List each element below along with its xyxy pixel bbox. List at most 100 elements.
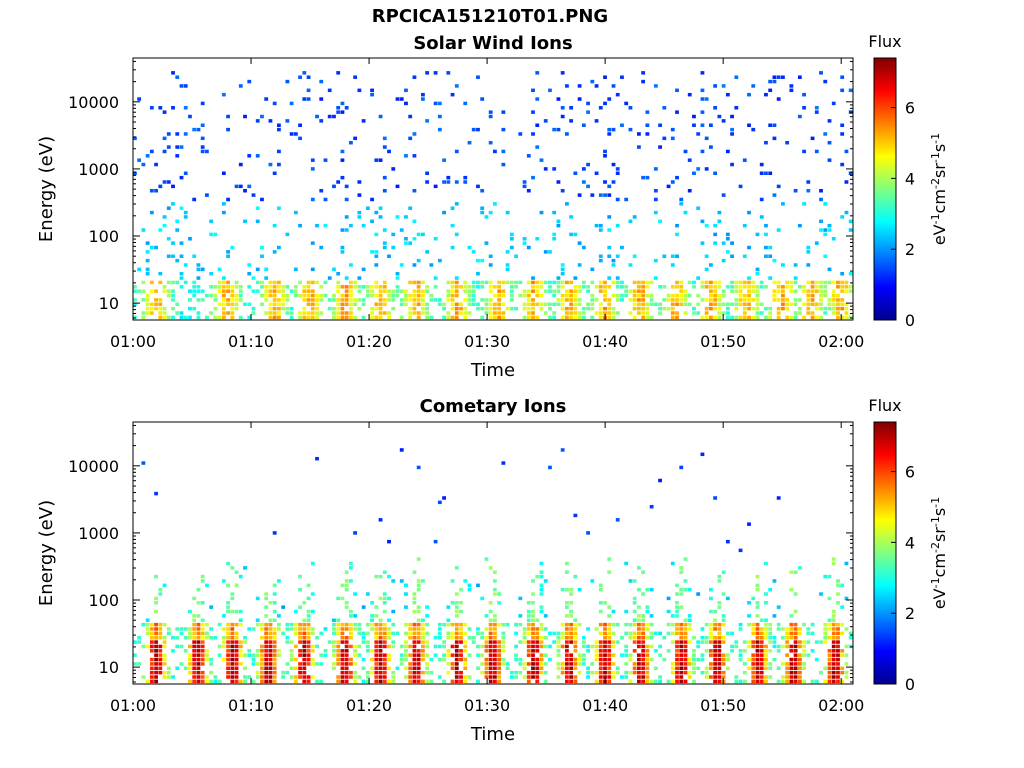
heatmap-cell <box>497 293 502 298</box>
heatmap-cell <box>700 653 705 657</box>
heatmap-cell <box>645 110 650 114</box>
heatmap-cell <box>831 289 836 293</box>
heatmap-cell <box>488 640 493 644</box>
heatmap-cell <box>840 315 845 320</box>
heatmap-cell <box>446 635 451 640</box>
heatmap-cell <box>154 649 158 653</box>
colorbar-tick-label: 6 <box>905 463 915 482</box>
heatmap-cell <box>260 254 264 258</box>
heatmap-cell <box>518 640 523 644</box>
heatmap-cell <box>188 679 192 684</box>
spectrogram-cells <box>133 71 853 320</box>
heatmap-cell <box>459 675 463 679</box>
heatmap-cell <box>814 241 819 245</box>
heatmap-cell <box>493 315 497 320</box>
heatmap-cell <box>488 653 493 657</box>
heatmap-cell <box>683 644 688 649</box>
heatmap-cell <box>353 653 358 657</box>
heatmap-cell <box>632 666 637 671</box>
heatmap-cell <box>772 293 777 298</box>
heatmap-cell <box>603 289 607 293</box>
heatmap-cell <box>493 644 497 649</box>
heatmap-cell <box>459 631 463 636</box>
heatmap-cell <box>781 679 785 684</box>
heatmap-cell <box>827 302 832 307</box>
heatmap-cell <box>171 635 175 640</box>
heatmap-cell <box>255 618 260 622</box>
heatmap-cell <box>806 627 811 631</box>
heatmap-cell <box>268 627 273 631</box>
heatmap-cell <box>509 306 514 311</box>
heatmap-cell <box>670 136 675 141</box>
heatmap-cell <box>535 675 540 679</box>
heatmap-cell <box>514 644 518 649</box>
heatmap-cell <box>620 293 624 298</box>
heatmap-cell <box>573 675 578 679</box>
heatmap-cell <box>565 614 569 618</box>
heatmap-cell <box>709 609 713 614</box>
heatmap-cell <box>624 561 629 566</box>
heatmap-cell <box>281 306 286 311</box>
heatmap-cell <box>412 280 417 285</box>
heatmap-cell <box>624 662 629 666</box>
heatmap-cell <box>459 587 463 592</box>
heatmap-cell <box>226 675 230 679</box>
heatmap-cell <box>238 662 243 666</box>
heatmap-cell <box>531 280 535 285</box>
heatmap-cell <box>539 653 544 657</box>
heatmap-cell <box>641 614 646 618</box>
heatmap-cell <box>721 311 726 315</box>
heatmap-cell <box>454 609 459 614</box>
heatmap-cell <box>764 631 768 636</box>
heatmap-cell <box>658 478 662 483</box>
heatmap-cell <box>484 627 489 631</box>
heatmap-cell <box>848 228 853 232</box>
heatmap-cell <box>768 254 773 258</box>
heatmap-cell <box>293 627 298 631</box>
heatmap-cell <box>836 653 840 657</box>
heatmap-cell <box>357 644 362 649</box>
heatmap-cell <box>446 71 451 75</box>
heatmap-cell <box>162 662 167 666</box>
heatmap-cell <box>340 635 345 640</box>
heatmap-cell <box>319 285 324 289</box>
heatmap-cell <box>488 622 493 627</box>
heatmap-cell <box>268 622 273 627</box>
heatmap-cell <box>408 675 413 679</box>
heatmap-cell <box>255 622 260 627</box>
heatmap-cell <box>637 622 641 627</box>
heatmap-cell <box>272 675 277 679</box>
heatmap-cell <box>704 649 709 653</box>
heatmap-cell <box>632 609 637 614</box>
heatmap-cell <box>442 302 446 307</box>
colorbar-tick-label: 6 <box>905 99 915 118</box>
heatmap-cell <box>793 276 798 280</box>
heatmap-cell <box>378 574 383 579</box>
heatmap-cell <box>416 670 421 675</box>
heatmap-cell <box>133 662 137 666</box>
heatmap-cell <box>717 631 722 636</box>
heatmap-cell <box>484 662 489 666</box>
heatmap-cell <box>709 653 713 657</box>
heatmap-cell <box>454 276 459 280</box>
heatmap-cell <box>425 180 430 184</box>
heatmap-cell <box>836 662 840 666</box>
heatmap-cell <box>378 635 383 640</box>
heatmap-cell <box>687 189 692 193</box>
heatmap-cell <box>666 306 671 311</box>
heatmap-cell <box>531 635 535 640</box>
heatmap-cell <box>298 574 302 579</box>
x-tick-label: 01:50 <box>700 696 746 715</box>
heatmap-cell <box>488 627 493 631</box>
heatmap-cell <box>446 649 451 653</box>
heatmap-cell <box>196 601 201 605</box>
heatmap-cell <box>306 627 311 631</box>
heatmap-cell <box>611 84 616 88</box>
heatmap-cell <box>277 653 281 657</box>
heatmap-cell <box>670 127 675 132</box>
heatmap-cell <box>319 79 324 84</box>
heatmap-cell <box>641 71 646 75</box>
heatmap-cell <box>831 101 836 106</box>
heatmap-cell <box>488 631 493 636</box>
heatmap-cell <box>793 662 798 666</box>
